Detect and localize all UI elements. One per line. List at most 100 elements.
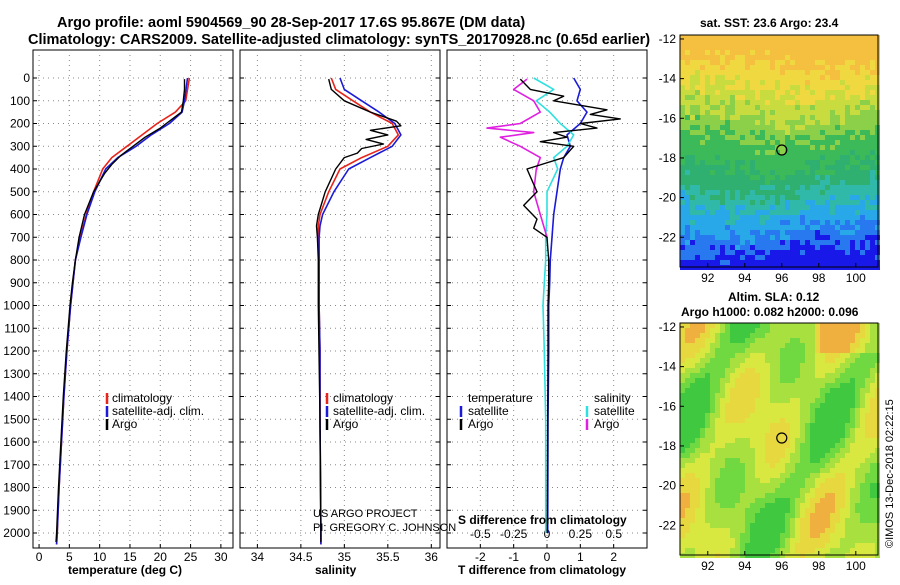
map-cell — [780, 255, 785, 260]
map-cell — [735, 35, 740, 40]
map-cell — [825, 463, 830, 468]
map-cell — [700, 60, 705, 65]
map-cell — [860, 90, 865, 95]
map-cell — [845, 95, 850, 100]
map-cell — [835, 85, 840, 90]
map-cell — [780, 35, 785, 40]
map-cell — [780, 175, 785, 180]
legend-t-argo: Argo — [468, 417, 494, 431]
map-cell — [730, 80, 735, 85]
map-cell — [785, 215, 790, 220]
map-cell — [680, 50, 685, 55]
map-cell — [845, 423, 850, 428]
map-cell — [765, 333, 770, 338]
map-cell — [805, 438, 810, 443]
map-cell — [855, 205, 860, 210]
map-cell — [735, 220, 740, 225]
map-cell — [750, 443, 755, 448]
map-cell — [715, 438, 720, 443]
map-cell — [865, 165, 870, 170]
map-cell — [815, 448, 820, 453]
map-cell — [835, 75, 840, 80]
map-cell — [825, 60, 830, 65]
map-cell — [690, 503, 695, 508]
series-t-argo — [519, 78, 621, 534]
map-cell — [810, 55, 815, 60]
map-cell — [780, 513, 785, 518]
map-cell — [700, 35, 705, 40]
map-cell — [845, 50, 850, 55]
map-cell — [795, 518, 800, 523]
map-cell — [825, 458, 830, 463]
map-cell — [845, 165, 850, 170]
map-cell — [685, 468, 690, 473]
map-cell — [710, 388, 715, 393]
map-cell — [690, 165, 695, 170]
map-cell — [810, 240, 815, 245]
map-cell — [765, 463, 770, 468]
map-cell — [865, 463, 870, 468]
map-cell — [855, 90, 860, 95]
map-cell — [865, 255, 870, 260]
map-cell — [715, 135, 720, 140]
map-cell — [680, 70, 685, 75]
map-cell — [755, 483, 760, 488]
map-cell — [715, 100, 720, 105]
map-cell — [715, 45, 720, 50]
map-cell — [855, 165, 860, 170]
map-cell — [840, 105, 845, 110]
map-cell — [790, 130, 795, 135]
map-cell — [755, 463, 760, 468]
map-cell — [735, 483, 740, 488]
map-cell — [820, 100, 825, 105]
map-cell — [820, 513, 825, 518]
map-cell — [800, 458, 805, 463]
map-cell — [825, 363, 830, 368]
map-cell — [865, 388, 870, 393]
map-cell — [695, 140, 700, 145]
map-cell — [850, 543, 855, 548]
map-cell — [795, 160, 800, 165]
map-cell — [680, 508, 685, 513]
map-cell — [805, 60, 810, 65]
map-cell — [830, 205, 835, 210]
map-cell — [705, 200, 710, 205]
map-cell — [745, 498, 750, 503]
map-cell — [740, 60, 745, 65]
map-cell — [720, 225, 725, 230]
map-cell — [840, 250, 845, 255]
map-cell — [715, 145, 720, 150]
map-cell — [790, 408, 795, 413]
map-cell — [705, 538, 710, 543]
map-cell — [730, 180, 735, 185]
map-cell — [705, 513, 710, 518]
map-cell — [735, 443, 740, 448]
map-cell — [720, 170, 725, 175]
map-cell — [725, 55, 730, 60]
map-cell — [780, 165, 785, 170]
map-cell — [770, 433, 775, 438]
map-cell — [740, 230, 745, 235]
map-cell — [815, 190, 820, 195]
map-cell — [735, 45, 740, 50]
map-cell — [830, 523, 835, 528]
map-cell — [690, 105, 695, 110]
map-cell — [790, 80, 795, 85]
map-cell — [740, 363, 745, 368]
map-cell — [810, 120, 815, 125]
map-cell — [745, 50, 750, 55]
map-cell — [795, 503, 800, 508]
map-cell — [820, 210, 825, 215]
map-cell — [810, 443, 815, 448]
map-cell — [705, 140, 710, 145]
map-cell — [785, 40, 790, 45]
map-cell — [720, 358, 725, 363]
map-cell — [845, 348, 850, 353]
map-cell — [810, 528, 815, 533]
map-cell — [860, 185, 865, 190]
x-tick-label: 15 — [123, 550, 137, 564]
map-cell — [820, 125, 825, 130]
map-x-tick-label: 100 — [846, 271, 866, 285]
map-cell — [760, 478, 765, 483]
map-cell — [730, 170, 735, 175]
